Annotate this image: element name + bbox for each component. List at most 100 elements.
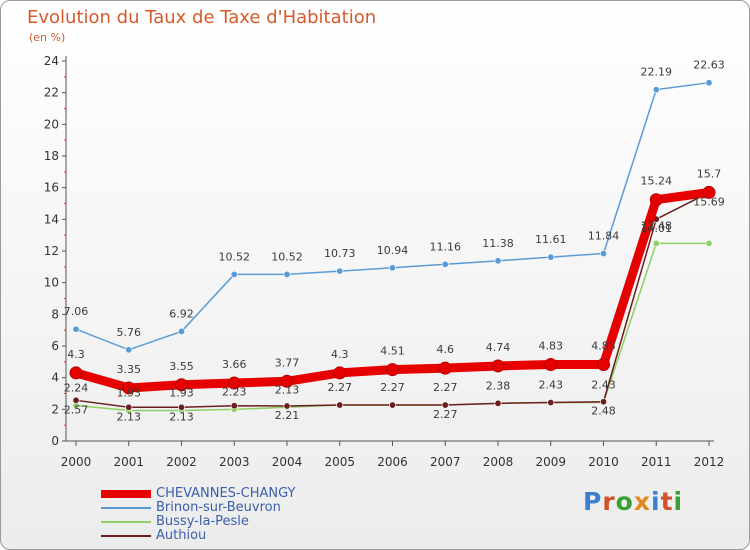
data-label: 2.13 <box>117 410 142 423</box>
y-tick-label: 12 <box>44 244 59 258</box>
data-point <box>72 325 80 333</box>
chart-title: Evolution du Taux de Taxe d'Habitation <box>27 7 377 28</box>
data-label: 11.16 <box>430 240 462 253</box>
data-label: 6.92 <box>169 307 194 320</box>
data-point <box>175 378 188 392</box>
y-tick-label: 20 <box>44 117 59 131</box>
x-tick-label: 2007 <box>430 455 461 469</box>
y-tick-label: 24 <box>44 54 59 68</box>
data-point <box>547 253 555 261</box>
data-label: 5.76 <box>117 326 142 339</box>
data-label: 10.94 <box>377 244 409 257</box>
data-point <box>283 402 291 410</box>
data-label: 1.93 <box>117 386 142 399</box>
data-label: 2.23 <box>222 385 247 398</box>
data-label: 3.35 <box>117 363 142 376</box>
x-tick-label: 2004 <box>272 455 303 469</box>
data-point <box>702 185 716 199</box>
y-tick-label: 18 <box>44 149 59 163</box>
data-label: 2.21 <box>275 409 300 422</box>
data-label: 4.3 <box>67 348 85 361</box>
x-tick-label: 2002 <box>166 455 197 469</box>
data-point <box>72 396 80 404</box>
data-label: 2.48 <box>591 405 616 418</box>
data-point <box>494 399 502 407</box>
data-label: 4.6 <box>437 343 455 356</box>
data-point <box>230 270 238 278</box>
data-label: 11.61 <box>535 233 567 246</box>
data-point <box>438 361 452 375</box>
logo-letter: x <box>633 487 651 516</box>
data-label: 22.63 <box>693 59 725 72</box>
y-tick-label: 8 <box>51 307 59 321</box>
data-label: 15.69 <box>693 196 725 209</box>
data-label: 2.24 <box>64 382 89 395</box>
data-label: 11.38 <box>482 237 514 250</box>
data-label: 4.83 <box>591 340 616 353</box>
y-tick-label: 14 <box>44 212 59 226</box>
data-point <box>652 239 660 247</box>
data-label: 22.19 <box>641 66 673 79</box>
data-label: 14.01 <box>641 222 673 235</box>
data-point <box>69 366 83 380</box>
data-label: 15.24 <box>641 175 673 188</box>
data-point <box>178 327 186 335</box>
data-label: 10.73 <box>324 247 356 260</box>
logo-letter: r <box>602 487 616 516</box>
x-tick-label: 2009 <box>535 455 566 469</box>
legend-swatch <box>101 535 151 537</box>
data-point <box>230 402 238 410</box>
x-tick-label: 2012 <box>694 455 725 469</box>
x-tick-label: 2000 <box>61 455 92 469</box>
legend-label: Bussy-la-Pesle <box>156 514 249 529</box>
data-point <box>333 366 347 380</box>
data-label: 2.57 <box>64 403 89 416</box>
data-point <box>649 193 663 207</box>
data-point <box>125 346 133 354</box>
data-point <box>599 250 607 258</box>
data-point <box>652 86 660 94</box>
data-point <box>227 376 241 390</box>
logo-letter: t <box>660 487 674 516</box>
data-label: 2.27 <box>380 381 405 394</box>
data-point <box>597 358 610 372</box>
legend-swatch <box>101 490 151 498</box>
data-label: 2.13 <box>169 410 194 423</box>
data-label: 2.27 <box>328 381 353 394</box>
data-point <box>705 79 713 87</box>
data-point <box>336 401 344 409</box>
data-label: 2.13 <box>275 383 300 396</box>
chart-unit-label: (en %) <box>29 31 66 44</box>
data-label: 4.83 <box>539 340 564 353</box>
x-tick-label: 2003 <box>219 455 250 469</box>
data-label: 2.43 <box>539 379 564 392</box>
logo-letter: i <box>673 487 684 516</box>
data-label: 3.55 <box>169 360 194 373</box>
data-point <box>705 239 713 247</box>
data-point <box>599 398 607 406</box>
data-label: 2.27 <box>433 408 458 421</box>
data-label: 10.52 <box>271 250 303 263</box>
legend-label: CHEVANNES-CHANGY <box>156 486 296 501</box>
logo-letter: P <box>583 487 603 516</box>
x-tick-label: 2010 <box>588 455 619 469</box>
data-point <box>280 374 294 388</box>
x-tick-label: 2001 <box>113 455 144 469</box>
y-tick-label: 4 <box>51 371 59 385</box>
data-label: 3.66 <box>222 358 247 371</box>
legend-label: Authiou <box>156 528 207 543</box>
x-tick-label: 2006 <box>377 455 408 469</box>
data-point <box>122 381 136 395</box>
logo-letter: o <box>615 487 634 516</box>
data-point <box>386 363 399 377</box>
data-point <box>125 403 133 411</box>
x-tick-label: 2005 <box>324 455 355 469</box>
data-label: 15.7 <box>697 167 722 180</box>
data-point <box>547 399 555 407</box>
x-tick-label: 2008 <box>483 455 514 469</box>
data-label: 4.74 <box>486 341 511 354</box>
legend-swatch <box>101 507 151 509</box>
proxiti-logo: Proxiti <box>583 487 683 516</box>
